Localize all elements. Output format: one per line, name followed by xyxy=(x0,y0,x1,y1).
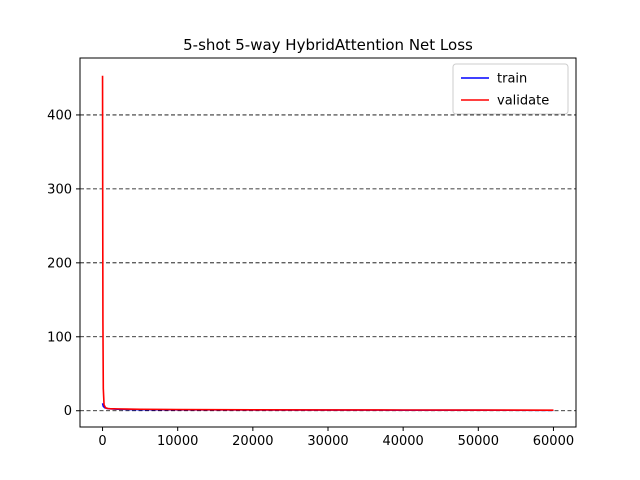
x-tick-label: 0 xyxy=(98,434,106,449)
y-tick-label: 300 xyxy=(47,182,72,197)
x-tick-label: 60000 xyxy=(533,434,574,449)
legend-box xyxy=(452,63,569,115)
x-axis-ticks: 0 10000 20000 30000 40000 50000 60000 xyxy=(98,427,574,449)
x-tick-label: 40000 xyxy=(382,434,423,449)
chart-title: 5-shot 5-way HybridAttention Net Loss xyxy=(183,36,473,54)
legend: train validate xyxy=(452,63,569,115)
y-axis-ticks: 0 100 200 300 400 xyxy=(47,108,80,419)
y-tick-label: 200 xyxy=(47,256,72,271)
legend-label-train: train xyxy=(497,72,527,87)
x-tick-label: 20000 xyxy=(232,434,273,449)
y-tick-label: 100 xyxy=(47,330,72,345)
legend-label-validate: validate xyxy=(497,94,549,109)
x-tick-label: 30000 xyxy=(307,434,348,449)
y-tick-label: 400 xyxy=(47,108,72,123)
x-tick-label: 10000 xyxy=(157,434,198,449)
x-tick-label: 50000 xyxy=(458,434,499,449)
series-line-validate xyxy=(101,75,554,411)
series-lines xyxy=(101,75,554,412)
y-tick-label: 0 xyxy=(64,404,72,419)
